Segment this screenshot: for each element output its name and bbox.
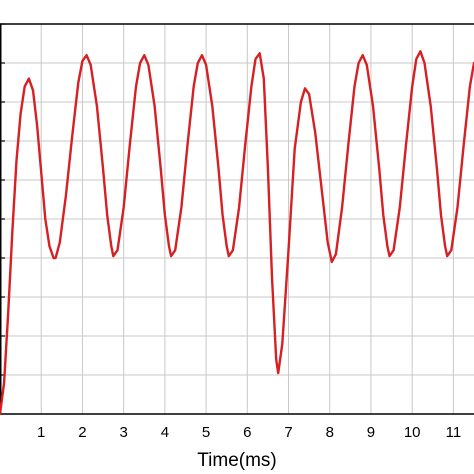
- x-tick-label: 11: [446, 424, 462, 441]
- x-tick-label: 2: [78, 424, 86, 441]
- x-tick-label: 1: [37, 424, 45, 441]
- x-tick-labels: 1 2 3 4 5 6 7 8 9 10 11: [37, 424, 461, 441]
- plot-frame: [0, 23, 474, 415]
- series: [0, 50, 474, 416]
- x-axis-title: Time(ms): [197, 450, 277, 471]
- x-tick-label: 5: [202, 424, 210, 441]
- x-tick-label: 9: [367, 424, 375, 441]
- grid: [0, 23, 474, 414]
- x-tick-label: 3: [119, 424, 127, 441]
- x-tick-label: 8: [326, 424, 334, 441]
- x-tick-label: 4: [161, 424, 169, 441]
- x-tick-label: 10: [404, 424, 421, 441]
- series-line: [0, 50, 474, 416]
- x-tick-label: 7: [284, 424, 292, 441]
- x-tick-label: 6: [243, 424, 251, 441]
